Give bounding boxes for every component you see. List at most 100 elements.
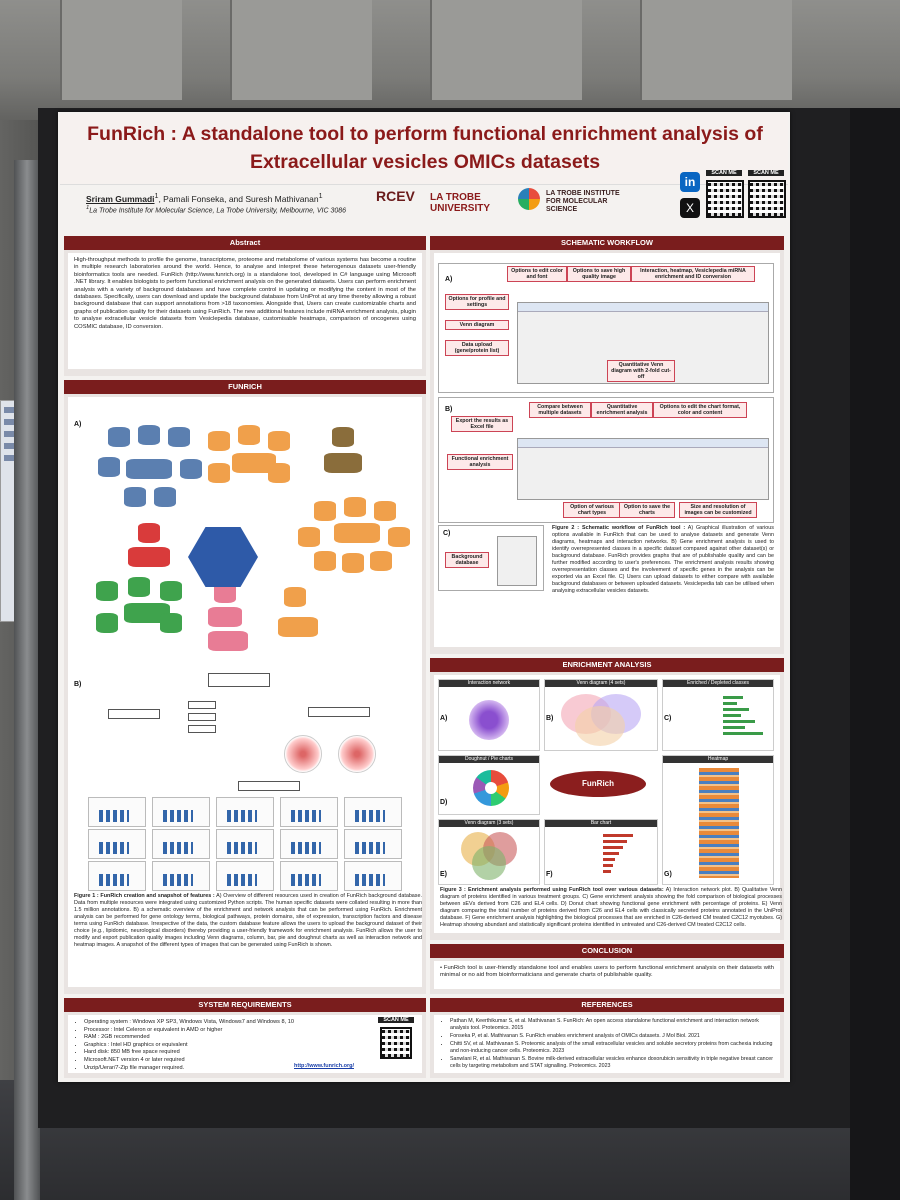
bar bbox=[723, 732, 763, 735]
abstract-panel: Abstract High-throughput methods to prof… bbox=[64, 236, 426, 376]
venn-set bbox=[575, 706, 625, 746]
app-ribbon bbox=[518, 303, 768, 312]
enrichment-body: Interaction network Venn diagram (4 sets… bbox=[434, 675, 783, 933]
bar bbox=[723, 720, 755, 723]
list-item: Pathan M, Keerthikumar S, et al. Mathiva… bbox=[450, 1018, 774, 1032]
network-thumbnail bbox=[338, 735, 376, 773]
database-icon bbox=[96, 581, 118, 601]
database-icon bbox=[314, 501, 336, 521]
enrichment-heading: ENRICHMENT ANALYSIS bbox=[430, 658, 784, 672]
callout: Interaction, heatmap, Vesiclepedia miRNA… bbox=[631, 266, 755, 282]
title-line-2: Extracellular vesicles OMICs datasets bbox=[249, 151, 601, 173]
chart-thumbnail bbox=[152, 861, 210, 891]
database-icon bbox=[138, 425, 160, 445]
figure-2-caption: Figure 2 : Schematic workflow of FunRich… bbox=[546, 523, 780, 597]
tree-node bbox=[108, 709, 160, 719]
chart-thumbnail bbox=[216, 829, 274, 859]
list-item: Microsoft.NET version 4 or later require… bbox=[84, 1057, 416, 1065]
figure-label: E) bbox=[440, 871, 447, 878]
bar bbox=[603, 840, 627, 843]
scan-me-label: SCAN ME bbox=[378, 1017, 414, 1023]
bar bbox=[723, 702, 737, 705]
references-list: Pathan M, Keerthikumar S, et al. Mathiva… bbox=[434, 1015, 780, 1074]
funrich-body: A) bbox=[68, 397, 422, 987]
network-thumbnail bbox=[284, 735, 322, 773]
bar bbox=[603, 852, 619, 855]
database-icon bbox=[370, 551, 392, 571]
chart-thumbnail bbox=[216, 797, 274, 827]
workflow-body: A) Options to edit color and font Option… bbox=[434, 253, 780, 647]
la-trobe-logo: LA TROBE UNIVERSITY bbox=[430, 192, 491, 214]
database-icon bbox=[96, 613, 118, 633]
mini-panel-title: Venn diagram (3 sets) bbox=[439, 820, 539, 827]
callout: Data upload (gene/protein list) bbox=[445, 340, 509, 356]
database-icon bbox=[278, 617, 318, 637]
funrich-heading: FUNRICH bbox=[64, 380, 426, 394]
callout: Options to edit the chart format, color … bbox=[653, 402, 747, 418]
mini-panel-title: Enriched / Depleted classes bbox=[663, 680, 773, 687]
figure-label-b: B) bbox=[74, 681, 82, 688]
database-icon bbox=[208, 631, 248, 651]
figure-label: D) bbox=[440, 799, 448, 806]
list-item: RAM : 2GB recommended bbox=[84, 1034, 416, 1042]
database-icon bbox=[124, 603, 170, 623]
abstract-body: High-throughput methods to profile the g… bbox=[68, 253, 422, 369]
database-icon bbox=[108, 427, 130, 447]
scan-me-label: SCAN ME bbox=[706, 170, 742, 176]
analysis-tree bbox=[88, 673, 408, 891]
figure-3-caption-text: A) Interaction network plot. B) Qualitat… bbox=[440, 887, 783, 928]
mini-panel-title: Doughnut / Pie charts bbox=[439, 756, 539, 763]
poster-title: FunRich : A standalone tool to perform f… bbox=[80, 120, 770, 176]
workflow-a-frame: A) Options to edit color and font Option… bbox=[438, 263, 774, 393]
funrich-url[interactable]: http://www.funrich.org/ bbox=[294, 1063, 354, 1069]
conclusion-body: • FunRich tool is user-friendly standalo… bbox=[434, 961, 780, 989]
chart-thumbnail bbox=[344, 861, 402, 891]
chart-thumbnail bbox=[280, 797, 338, 827]
chart-thumbnail bbox=[88, 829, 146, 859]
board-stand bbox=[14, 160, 40, 1200]
database-icon bbox=[284, 587, 306, 607]
database-icon bbox=[298, 527, 320, 547]
mini-panel-title: Bar chart bbox=[545, 820, 657, 827]
ceiling-panel bbox=[60, 0, 182, 100]
figure-label: B) bbox=[546, 715, 554, 722]
interaction-network-panel: Interaction network bbox=[438, 679, 540, 751]
database-icon bbox=[138, 523, 160, 543]
bar bbox=[603, 864, 613, 867]
rcev-logo: RCEV bbox=[376, 188, 415, 204]
figure-1-caption-text: A) Overview of different resources used … bbox=[74, 893, 423, 948]
mini-panel-title: Venn diagram (4 sets) bbox=[545, 680, 657, 687]
conclusion-text-value: FunRich tool is user-friendly standalone… bbox=[440, 965, 774, 979]
chart-thumbnail bbox=[152, 797, 210, 827]
funrich-database-hexagon bbox=[188, 527, 258, 587]
callout: Background database bbox=[445, 552, 489, 568]
enriched-depleted-panel: Enriched / Depleted classes bbox=[662, 679, 774, 751]
tree-node bbox=[238, 781, 300, 791]
bar-chart-panel: Bar chart bbox=[544, 819, 658, 885]
qr-code-icon bbox=[706, 180, 744, 218]
doughnut-hole bbox=[485, 782, 497, 794]
references-body: Pathan M, Keerthikumar S, et al. Mathiva… bbox=[434, 1015, 780, 1073]
figure-1-caption-title: Figure 1 : FunRich creation and snapshot… bbox=[74, 893, 215, 899]
callout: Export the results as Excel file bbox=[451, 416, 513, 432]
lims-mark-icon bbox=[518, 188, 540, 210]
enrichment-panel: ENRICHMENT ANALYSIS Interaction network … bbox=[430, 658, 784, 940]
abstract-heading: Abstract bbox=[64, 236, 426, 250]
co-authors: , Pamali Fonseka, and Suresh Mathivanan bbox=[158, 193, 319, 204]
ceiling-panel bbox=[230, 0, 372, 100]
database-icon bbox=[232, 453, 276, 473]
figure-label: A) bbox=[440, 715, 448, 722]
tree-node bbox=[188, 713, 216, 721]
callout: Options to edit color and font bbox=[507, 266, 567, 282]
database-icon bbox=[268, 463, 290, 483]
database-icon bbox=[208, 607, 242, 627]
system-requirements-list: Operating system : Windows XP SP3, Windo… bbox=[68, 1015, 422, 1076]
callout: Venn diagram bbox=[445, 320, 509, 330]
callout: Option to save the charts bbox=[619, 502, 675, 518]
chart-thumbnail bbox=[88, 797, 146, 827]
poster: FunRich : A standalone tool to perform f… bbox=[58, 112, 790, 1082]
mini-panel-title: Heatmap bbox=[663, 756, 773, 763]
database-icon bbox=[128, 547, 170, 567]
callout: Option of various chart types bbox=[563, 502, 621, 518]
funrich-panel: FUNRICH A) bbox=[64, 380, 426, 994]
